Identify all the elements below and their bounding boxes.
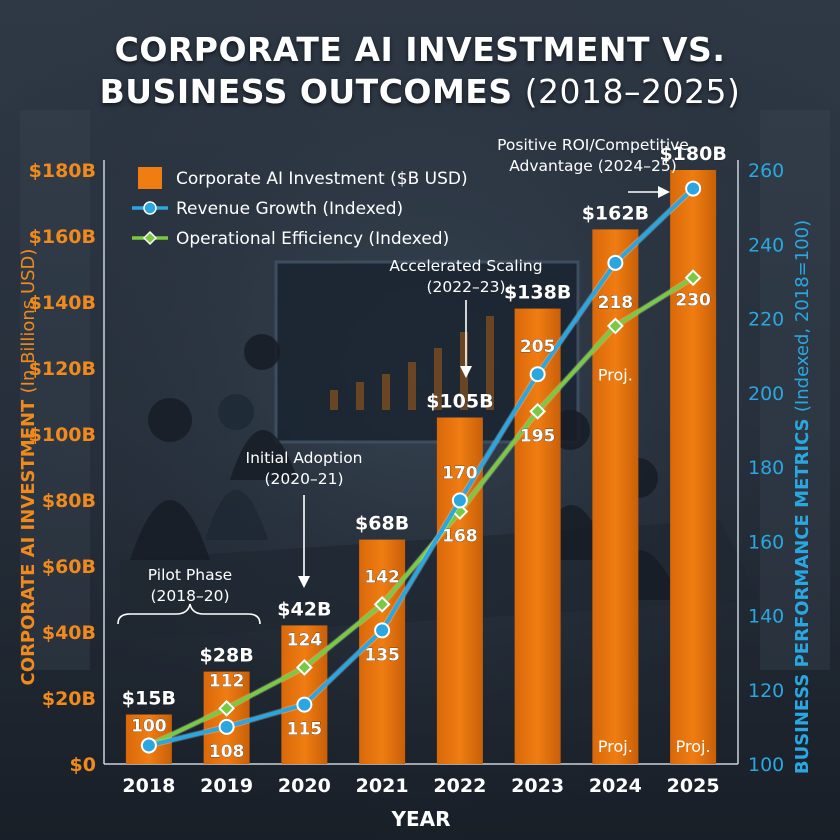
y-tick-label: $60B: [42, 556, 96, 578]
y-tick-label: $140B: [29, 292, 96, 314]
bar-value-label: $180B: [659, 143, 726, 165]
projection-label: Proj.: [598, 737, 633, 756]
legend-label: Operational Efficiency (Indexed): [176, 229, 449, 249]
chart-title-line2: BUSINESS OUTCOMES (2018–2025): [0, 72, 840, 111]
y2-tick-label: 120: [748, 680, 784, 702]
chart-title-main: BUSINESS OUTCOMES: [99, 72, 513, 111]
y-axis-title-suffix: (In Billions USD): [18, 249, 39, 394]
data-label: 205: [520, 337, 556, 357]
bar-value-label: $15B: [122, 688, 176, 710]
data-point: [374, 622, 391, 639]
x-tick-label: 2025: [667, 775, 720, 797]
data-point: [451, 492, 468, 509]
legend-marker-circle: [143, 201, 157, 215]
data-point: [373, 595, 391, 613]
annotation-pilot-phase: (2018–20): [150, 587, 229, 605]
legend-label: Revenue Growth (Indexed): [176, 199, 403, 219]
bar: [670, 170, 717, 764]
data-label: 195: [520, 426, 556, 446]
y2-axis-title: BUSINESS PERFORMANCE METRICS (Indexed, 2…: [792, 220, 813, 774]
x-tick-label: 2021: [356, 775, 409, 797]
x-axis-title: YEAR: [390, 807, 450, 831]
data-point: [140, 737, 157, 754]
annotation-arrowhead: [460, 366, 472, 378]
annotation-accelerated-scaling: Accelerated Scaling: [389, 257, 542, 275]
data-point: [529, 402, 547, 420]
data-point: [606, 317, 624, 335]
y2-tick-label: 100: [748, 754, 784, 776]
x-tick-label: 2018: [122, 775, 175, 797]
x-tick-label: 2022: [433, 775, 486, 797]
y2-tick-label: 160: [748, 531, 784, 553]
legend-label: Corporate AI Investment ($B USD): [176, 169, 468, 189]
projection-label: Proj.: [676, 737, 711, 756]
y-tick-label: $0: [70, 754, 96, 776]
x-tick-label: 2019: [200, 775, 253, 797]
bar-value-label: $28B: [200, 645, 254, 667]
bar: [514, 308, 561, 764]
annotation-initial-adoption: Initial Adoption: [246, 449, 363, 467]
annotation-initial-adoption: (2020–21): [264, 470, 343, 488]
bar: [281, 625, 328, 764]
annotation-positive-roi: Positive ROI/Competitive: [497, 136, 689, 154]
data-label: 124: [287, 630, 323, 650]
x-tick-label: 2024: [589, 775, 642, 797]
x-tick-label: 2023: [511, 775, 564, 797]
bar-value-label: $138B: [504, 282, 571, 304]
series-line: [148, 187, 695, 748]
legend-marker-diamond: [142, 230, 158, 246]
data-label: 135: [364, 645, 400, 665]
bar-value-label: $42B: [277, 598, 331, 620]
y2-axis-title-suffix: (Indexed, 2018=100): [792, 220, 813, 412]
y-tick-label: $160B: [29, 226, 96, 248]
y-tick-label: $80B: [42, 490, 96, 512]
y-tick-label: $100B: [29, 424, 96, 446]
data-point: [685, 180, 702, 197]
x-tick-label: 2020: [278, 775, 331, 797]
y-tick-label: $120B: [29, 358, 96, 380]
chart-title-line1: CORPORATE AI INVESTMENT VS.: [114, 30, 726, 69]
annotation-pilot-phase: Pilot Phase: [148, 566, 232, 584]
annotation-arrowhead: [298, 576, 310, 588]
data-label: 168: [442, 527, 478, 547]
y-tick-label: $180B: [29, 160, 96, 182]
annotation-positive-roi: Advantage (2024–25): [509, 157, 677, 175]
data-label: 230: [675, 291, 711, 311]
data-point: [218, 718, 235, 735]
y2-tick-label: 220: [748, 309, 784, 331]
annotation-arrowhead: [658, 186, 670, 198]
legend-swatch-bar: [138, 167, 162, 189]
data-label: 142: [364, 567, 400, 587]
data-label: 115: [287, 720, 323, 740]
data-point: [607, 254, 624, 271]
bar: [359, 539, 406, 764]
bar-value-label: $68B: [355, 513, 409, 535]
chart-title-range: (2018–2025): [524, 72, 741, 111]
bar-value-label: $105B: [426, 391, 493, 413]
annotation-accelerated-scaling: (2022–23): [426, 278, 505, 296]
data-point: [529, 366, 546, 383]
series-line: [148, 275, 695, 748]
y2-tick-label: 240: [748, 234, 784, 256]
y2-tick-label: 140: [748, 606, 784, 628]
data-point: [684, 269, 702, 287]
data-point: [295, 659, 313, 676]
data-point: [218, 699, 236, 717]
y-tick-label: $40B: [42, 622, 96, 644]
data-label: 100: [131, 716, 167, 736]
projection-label: Proj.: [598, 366, 633, 385]
data-label: 170: [442, 463, 478, 483]
bar-value-label: $162B: [582, 202, 649, 224]
data-label: 112: [209, 671, 245, 691]
data-point: [296, 696, 313, 713]
y-axis-title: CORPORATE AI INVESTMENT (In Billions USD…: [18, 249, 39, 686]
y-tick-label: $20B: [42, 688, 96, 710]
annotation-brace: [117, 603, 261, 625]
y2-tick-label: 200: [748, 383, 784, 405]
data-label: 218: [598, 293, 634, 313]
y2-tick-label: 180: [748, 457, 784, 479]
y2-tick-label: 260: [748, 160, 784, 182]
data-label: 108: [209, 742, 245, 762]
